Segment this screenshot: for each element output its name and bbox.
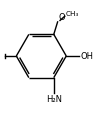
Text: O: O — [59, 13, 65, 22]
Text: CH₃: CH₃ — [65, 11, 79, 16]
Text: H₂N: H₂N — [46, 95, 62, 104]
Text: OH: OH — [81, 52, 94, 61]
